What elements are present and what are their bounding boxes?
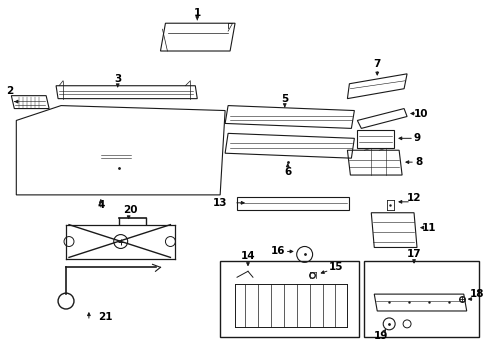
Text: 10: 10: [413, 108, 427, 118]
Text: 6: 6: [284, 167, 291, 177]
Text: 1: 1: [193, 8, 201, 18]
Text: 13: 13: [212, 198, 227, 208]
Text: 18: 18: [468, 289, 483, 299]
Text: 4: 4: [97, 200, 104, 210]
Text: 5: 5: [281, 94, 288, 104]
Text: 15: 15: [328, 262, 343, 272]
Text: 12: 12: [406, 193, 421, 203]
Text: 2: 2: [6, 86, 13, 96]
Text: 16: 16: [270, 247, 285, 256]
Text: 8: 8: [414, 157, 422, 167]
Text: 20: 20: [123, 205, 138, 215]
Text: 11: 11: [421, 222, 435, 233]
Text: 9: 9: [413, 133, 420, 143]
Text: 7: 7: [373, 59, 380, 69]
Text: 14: 14: [240, 251, 255, 261]
Text: 3: 3: [114, 74, 121, 84]
Text: 19: 19: [373, 331, 387, 341]
Text: 17: 17: [406, 249, 421, 260]
Text: 21: 21: [99, 312, 113, 322]
